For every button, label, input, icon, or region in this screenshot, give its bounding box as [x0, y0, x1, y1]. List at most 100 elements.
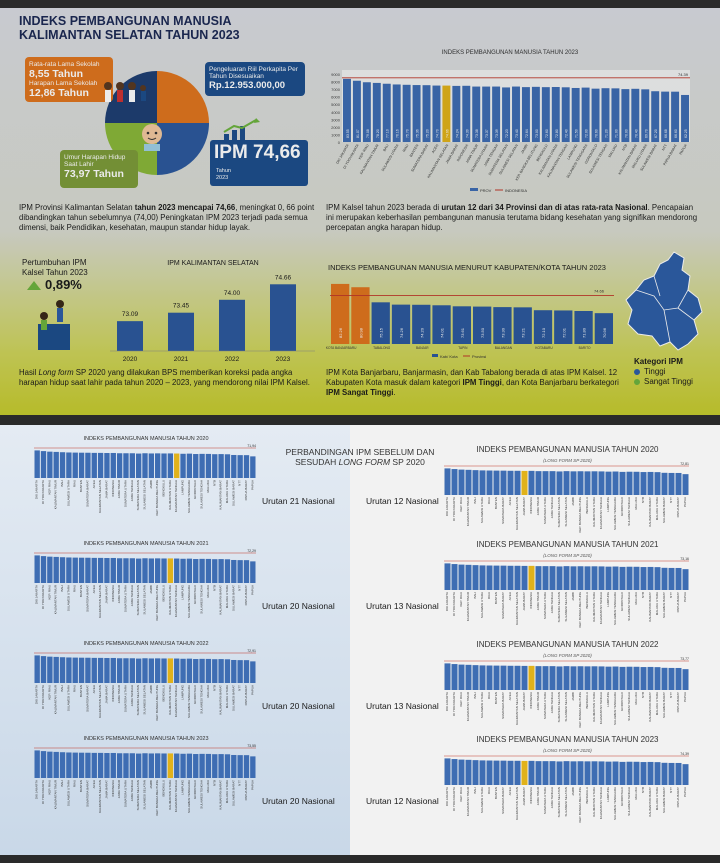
national-ipm-chart: INDEKS PEMBANGUNAN MANUSIA TAHUN 2023 0 10… — [331, 50, 690, 193]
ipm-year-value: 2023 — [216, 175, 229, 181]
mini-category-label: SULAWESI TENGAH — [627, 692, 631, 721]
mini-category-label: KEP. BANGKA BELITUNG — [155, 779, 159, 815]
mini-bar — [161, 453, 167, 478]
national-bar-label: 73.00 — [535, 129, 539, 138]
mini-chart-subtitle: (LONG FORM SP 2020) — [543, 748, 592, 753]
after-rank-label: Urutan 12 Nasional — [366, 496, 439, 506]
mini-bar — [619, 761, 626, 785]
mini-bar — [661, 472, 668, 495]
mini-category-label: BENGKULU — [585, 787, 589, 804]
mini-category-label: SULAWESI UTARA — [480, 592, 484, 618]
kategori-tinggi: Tinggi — [634, 367, 693, 377]
mini-category-label: MALUKU UTARA — [225, 685, 229, 708]
mini-category-label: MALUKU — [634, 787, 638, 800]
mini-category-label: JAWA BARAT — [522, 787, 526, 806]
mini-reference-label: 73,55 — [247, 744, 256, 748]
mini-bar — [605, 471, 612, 495]
kalsel-map — [625, 251, 703, 351]
mini-category-label: INDONESIA — [111, 585, 115, 602]
mini-category-label: SULAWESI BARAT — [662, 787, 666, 813]
mini-bar — [59, 752, 66, 778]
mini-bar — [231, 659, 237, 683]
mini-bar — [186, 753, 193, 778]
growth-label-1: Pertumbuhan IPM — [22, 258, 87, 267]
mini-category-label: KEP. RIAU — [47, 780, 51, 794]
national-bar — [392, 84, 401, 142]
comparison-title-2: SESUDAH LONG FORM SP 2020 — [260, 457, 460, 467]
mini-category-label: BALI — [473, 787, 477, 794]
mini-bar — [40, 751, 47, 778]
mini-bar — [129, 453, 135, 478]
mini-bar — [66, 657, 72, 683]
mini-bar — [584, 761, 591, 785]
mini-bar — [584, 566, 591, 590]
national-bar — [482, 86, 491, 142]
mini-bar — [507, 760, 514, 785]
mini-category-label: PAPUA BARAT — [244, 585, 248, 606]
mini-bar — [528, 665, 535, 690]
national-bar — [551, 86, 560, 142]
comparison-mini-chart: INDEKS PEMBANGUNAN MANUSIA TAHUN 2021 (LO… — [444, 540, 689, 627]
mini-bar — [675, 472, 682, 495]
mini-bar — [142, 753, 148, 778]
mini-category-label: KALIMANTAN TENGAH — [174, 780, 178, 812]
mini-bar — [591, 761, 598, 785]
p2-text-c: . Pencapaian ini merupakan keberhasilan … — [326, 203, 698, 232]
mini-bar — [542, 666, 549, 690]
kabkota-reference-label: 74.66 — [594, 289, 605, 294]
kabkota-bar-label: 80.98 — [358, 327, 363, 338]
mini-bar — [486, 665, 493, 690]
mini-category-label: JAWA TIMUR — [536, 691, 540, 710]
mini-category-label: NTT — [238, 585, 242, 591]
national-y-tick: 0 — [338, 140, 341, 145]
national-bar-label: 81.07 — [356, 129, 360, 138]
national-legend-prov-swatch — [470, 188, 478, 191]
mini-bar — [598, 666, 605, 690]
national-bar — [382, 83, 391, 142]
kabkota-ipm-chart: INDEKS PEMBANGUNAN MANUSIA MENURUT KABUP… — [326, 263, 614, 359]
mini-category-label: SUMATERA UTARA — [543, 592, 547, 619]
ppp-label: Pengeluaran Riil Perkapita Per Tahun Dis… — [209, 66, 298, 80]
mini-bar — [682, 669, 689, 690]
mini-bar — [243, 455, 250, 478]
national-bar-label: 72.60 — [545, 129, 549, 138]
national-bar-label: 74.39 — [465, 129, 469, 138]
p2-text-a: IPM Kalsel tahun 2023 berada di — [326, 203, 442, 212]
mini-category-label: SULAWESI SELATAN — [564, 787, 568, 816]
kabkota-bar-label: 72.10 — [541, 327, 546, 338]
page-title: INDEKS PEMBANGUNAN MANUSIA KALIMANTAN SE… — [19, 14, 240, 42]
mini-category-label: PAPUA BARAT — [676, 592, 680, 613]
mini-bar — [167, 658, 174, 683]
mini-category-label: ACEH — [508, 592, 512, 600]
mini-category-label: PAPUA BARAT — [676, 787, 680, 808]
mini-bar — [174, 558, 180, 583]
mini-category-label: JAWA TENGAH — [130, 685, 134, 706]
mini-bar — [186, 453, 193, 478]
mini-category-label: KEP. BANGKA BELITUNG — [155, 479, 159, 515]
mini-bar — [243, 560, 250, 583]
p1-text-c: , meningkat 0, 66 point dibandingkan tah… — [19, 203, 315, 232]
national-bar-label: 71.50 — [575, 129, 579, 138]
national-bar — [412, 85, 421, 142]
national-bar-label: 67.20 — [654, 129, 658, 138]
mini-bar — [123, 753, 129, 778]
kabkota-bar — [533, 310, 553, 344]
mini-bar — [493, 565, 500, 590]
growth-up-icon — [27, 281, 41, 290]
mini-bar — [577, 666, 584, 690]
mini-category-label: KALIMANTAN SELATAN — [515, 692, 519, 725]
mini-bar — [549, 761, 556, 785]
mini-bar — [193, 559, 199, 583]
kabkota-bar — [574, 310, 593, 344]
mini-chart-title: INDEKS PEMBANGUNAN MANUSIA TAHUN 2020 — [83, 436, 208, 442]
mini-bar — [654, 762, 661, 785]
mini-bar — [563, 471, 570, 495]
mini-category-label: RIAU — [73, 480, 77, 487]
before-rank-label: Urutan 20 Nasional — [262, 601, 335, 611]
yearly-bar — [270, 284, 296, 351]
national-bar-label: 66.68 — [664, 129, 668, 138]
mini-category-label: KEP. RIAU — [47, 585, 51, 599]
mini-category-label: BANTEN — [494, 787, 498, 799]
national-bar — [541, 87, 550, 142]
